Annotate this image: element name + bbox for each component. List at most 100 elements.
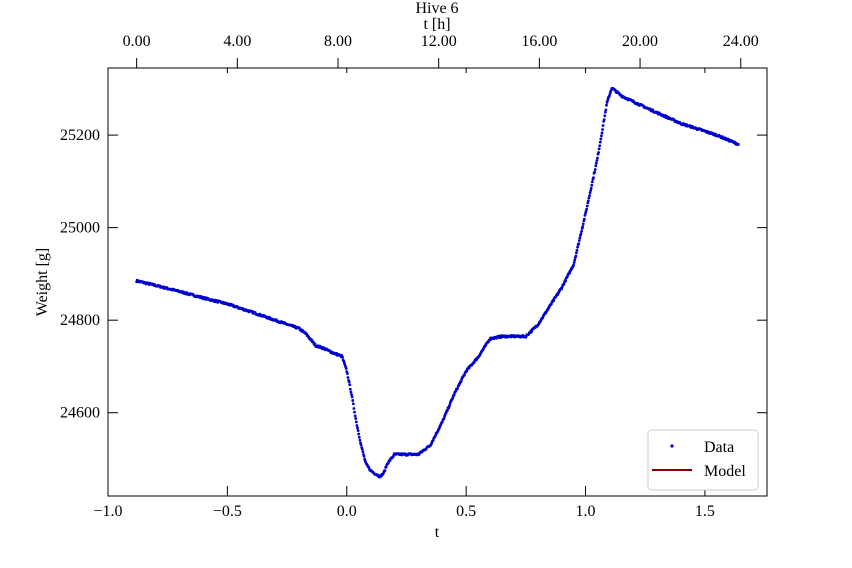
data-point bbox=[579, 232, 583, 236]
data-point bbox=[568, 271, 572, 275]
data-point bbox=[578, 236, 582, 240]
data-point bbox=[572, 261, 576, 264]
data-point bbox=[588, 194, 591, 198]
data-point bbox=[459, 380, 463, 384]
x-tick-labels: −1.0 −0.5 0.0 0.5 1.0 1.5 bbox=[93, 503, 714, 520]
data-point bbox=[594, 164, 598, 168]
data-point bbox=[354, 420, 358, 424]
y-ticks bbox=[108, 134, 767, 414]
data-point bbox=[354, 417, 358, 420]
y-axis-title: Weight [g] bbox=[34, 248, 51, 316]
x-tick-label: 0.0 bbox=[337, 503, 357, 520]
data-point bbox=[598, 144, 602, 148]
data-point bbox=[356, 426, 359, 430]
data-point bbox=[344, 367, 348, 370]
data-point bbox=[352, 407, 356, 410]
data-point bbox=[596, 156, 599, 160]
data-point bbox=[434, 434, 437, 438]
y-tick-label: 25000 bbox=[60, 220, 100, 237]
data-point bbox=[452, 393, 456, 397]
legend-model-label: Model bbox=[704, 463, 746, 480]
data-point bbox=[346, 376, 350, 379]
x-tick-label: 1.0 bbox=[576, 503, 596, 520]
top-tick-label: 24.00 bbox=[723, 33, 759, 50]
data-point bbox=[359, 443, 363, 447]
data-point bbox=[349, 390, 353, 394]
data-point bbox=[350, 395, 354, 399]
data-point bbox=[581, 222, 585, 226]
data-point bbox=[577, 242, 581, 246]
data-point bbox=[357, 432, 361, 436]
x-tick-label: 1.5 bbox=[695, 503, 715, 520]
chart-title: Hive 6 bbox=[415, 0, 458, 17]
data-point bbox=[456, 387, 460, 390]
data-point bbox=[355, 424, 359, 427]
data-point bbox=[574, 254, 578, 258]
data-point bbox=[600, 134, 603, 138]
data-point bbox=[601, 124, 605, 127]
data-point bbox=[603, 114, 607, 118]
x-axis-title: t bbox=[435, 524, 440, 541]
top-tick-label: 20.00 bbox=[622, 33, 658, 50]
top-tick-label: 16.00 bbox=[521, 33, 557, 50]
data-point bbox=[360, 447, 364, 451]
data-point bbox=[598, 140, 602, 144]
data-point bbox=[600, 131, 604, 135]
data-point bbox=[358, 438, 362, 442]
y-tick-label: 25200 bbox=[60, 127, 100, 144]
data-point bbox=[590, 180, 594, 184]
legend-data-marker bbox=[670, 444, 674, 448]
top-tick-label: 8.00 bbox=[324, 33, 352, 50]
data-point bbox=[348, 387, 352, 391]
data-point bbox=[383, 469, 387, 473]
data-point bbox=[583, 213, 587, 217]
data-point bbox=[465, 369, 469, 373]
data-point bbox=[736, 142, 740, 146]
data-point bbox=[431, 438, 435, 442]
data-point bbox=[356, 429, 360, 433]
data-point bbox=[588, 191, 592, 195]
y-tick-label: 24600 bbox=[60, 405, 100, 422]
legend: Data Model bbox=[647, 429, 759, 491]
top-tick-labels: 0.00 4.00 8.00 12.00 16.00 20.00 24.00 bbox=[123, 33, 759, 50]
data-point bbox=[601, 128, 604, 131]
top-ticks bbox=[136, 58, 742, 68]
y-tick-label: 24800 bbox=[60, 312, 100, 329]
data-point bbox=[604, 108, 608, 112]
data-point bbox=[345, 372, 349, 375]
data-point bbox=[348, 383, 352, 387]
legend-data-label: Data bbox=[704, 439, 734, 456]
data-point bbox=[357, 435, 361, 439]
data-point bbox=[585, 204, 589, 208]
data-point bbox=[581, 225, 585, 229]
data-point bbox=[590, 183, 594, 187]
data-point bbox=[573, 258, 577, 262]
data-point bbox=[580, 230, 583, 233]
data-point bbox=[593, 170, 597, 174]
data-point bbox=[593, 168, 597, 171]
data-point bbox=[448, 403, 452, 407]
data-point bbox=[442, 417, 446, 421]
data-point bbox=[606, 99, 610, 102]
data-point bbox=[575, 251, 578, 255]
data-point bbox=[361, 450, 365, 454]
data-point bbox=[353, 414, 357, 418]
data-point bbox=[585, 207, 589, 211]
data-point bbox=[597, 151, 600, 154]
data-points bbox=[135, 86, 740, 479]
top-tick-label: 0.00 bbox=[123, 33, 151, 50]
data-point bbox=[583, 217, 586, 221]
data-point bbox=[603, 110, 607, 114]
data-point bbox=[589, 189, 593, 192]
data-point bbox=[384, 465, 388, 469]
data-point bbox=[351, 399, 355, 402]
data-point bbox=[594, 161, 598, 165]
data-point bbox=[577, 239, 581, 242]
data-point bbox=[608, 94, 611, 98]
data-point bbox=[351, 402, 355, 406]
top-tick-label: 4.00 bbox=[223, 33, 251, 50]
data-point bbox=[564, 279, 568, 283]
data-point bbox=[586, 199, 590, 203]
x-tick-label: −1.0 bbox=[93, 503, 122, 520]
